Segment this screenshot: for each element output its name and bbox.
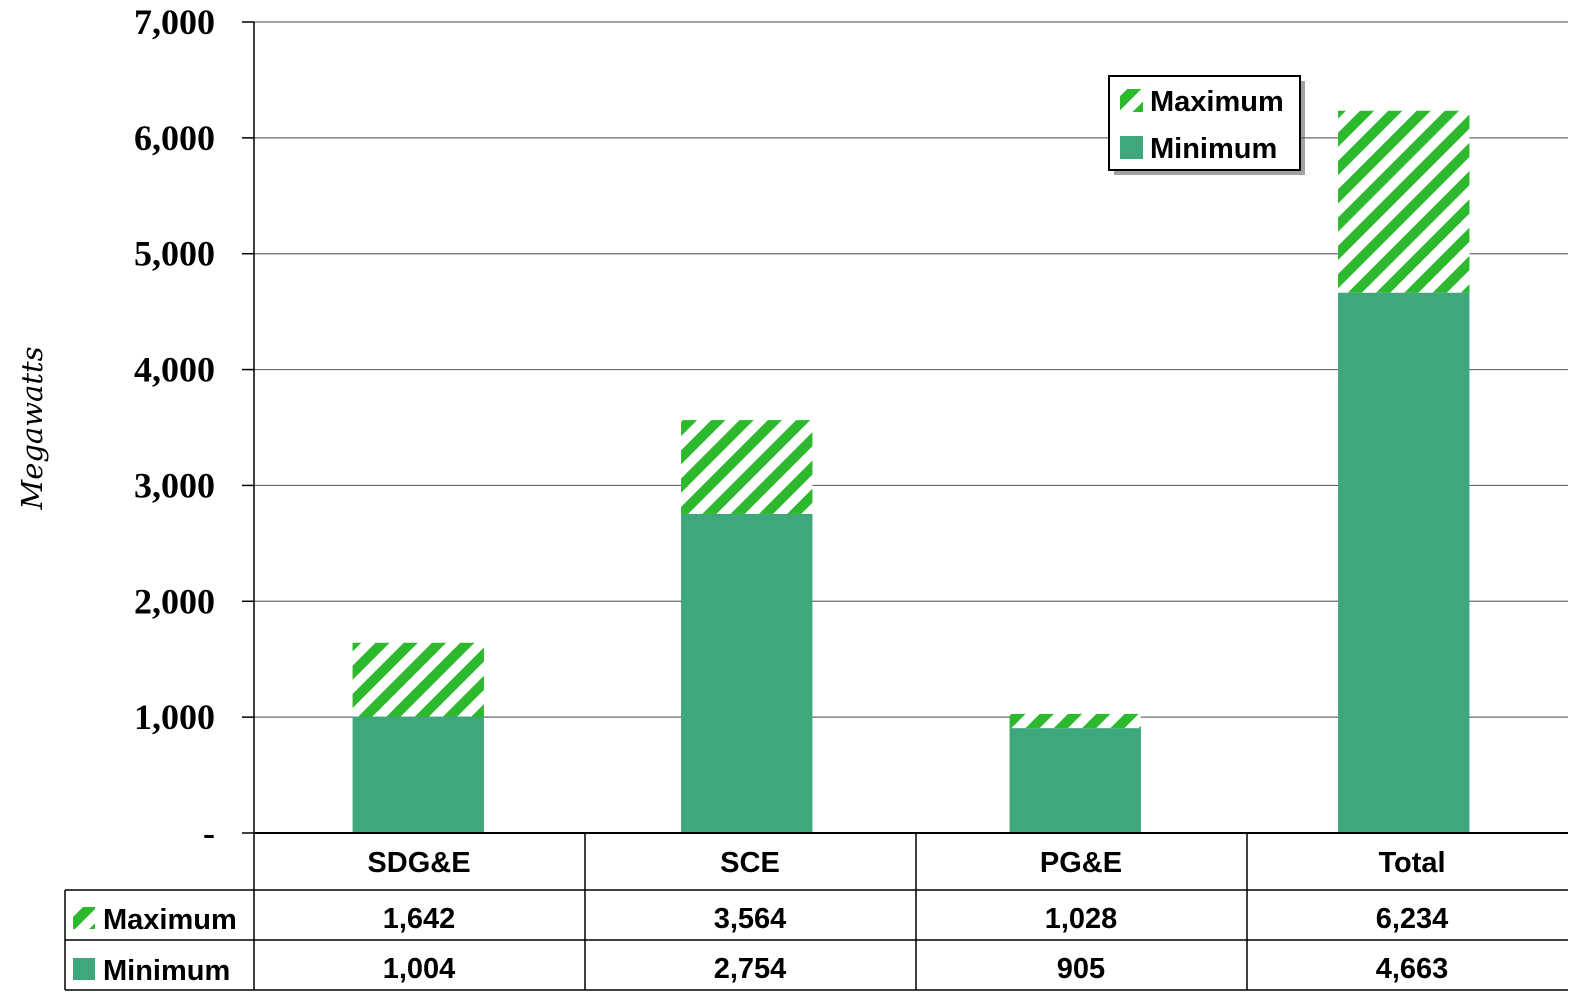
table-swatch-maximum — [73, 907, 95, 929]
category-label: Total — [1378, 847, 1445, 879]
bar-minimum — [1009, 728, 1141, 833]
legend-swatch-maximum — [1120, 89, 1143, 112]
y-tick-label: - — [203, 813, 215, 853]
table-cell-minimum: 2,754 — [714, 953, 787, 985]
table-cell-maximum: 6,234 — [1376, 903, 1449, 935]
bars — [352, 110, 1470, 833]
bar-minimum — [681, 513, 813, 833]
y-axis-ticks: - 1,000 2,000 3,000 4,000 5,000 6,000 7,000 — [134, 2, 255, 853]
y-tick-label: 4,000 — [134, 350, 215, 390]
bar-maximum — [681, 420, 813, 514]
gridlines — [254, 21, 1568, 718]
legend-label-maximum: Maximum — [1150, 86, 1284, 118]
table-cell-maximum: 1,028 — [1045, 903, 1118, 935]
table-cell-minimum: 1,004 — [383, 953, 456, 985]
legend: Maximum Minimum — [1108, 75, 1305, 175]
y-tick-label: 6,000 — [134, 118, 215, 158]
y-tick-label: 1,000 — [134, 697, 215, 737]
bar-maximum — [352, 642, 484, 717]
bar-minimum — [352, 716, 484, 833]
table-row-label-minimum: Minimum — [103, 955, 230, 987]
y-axis-label: Megawatts — [15, 346, 49, 510]
legend-swatch-minimum — [1120, 136, 1143, 159]
legend-label-minimum: Minimum — [1150, 133, 1277, 165]
table-cell-maximum: 3,564 — [714, 903, 787, 935]
data-table: SDG&E SCE PG&E Total Maximum Minimum 1,6… — [64, 832, 1568, 991]
bar-maximum — [1338, 110, 1470, 293]
category-label: SDG&E — [367, 847, 470, 879]
bar-maximum — [1009, 713, 1141, 729]
category-label: SCE — [720, 847, 780, 879]
y-tick-label: 5,000 — [134, 234, 215, 274]
category-label: PG&E — [1040, 847, 1122, 879]
bar-minimum — [1338, 292, 1470, 833]
table-cell-minimum: 4,663 — [1376, 953, 1449, 985]
table-swatch-minimum — [73, 958, 95, 980]
table-row-label-maximum: Maximum — [103, 904, 237, 936]
table-cell-minimum: 905 — [1057, 953, 1105, 985]
y-tick-label: 7,000 — [134, 2, 215, 42]
y-tick-label: 2,000 — [134, 581, 215, 621]
y-tick-label: 3,000 — [134, 465, 215, 505]
table-cell-maximum: 1,642 — [383, 903, 456, 935]
